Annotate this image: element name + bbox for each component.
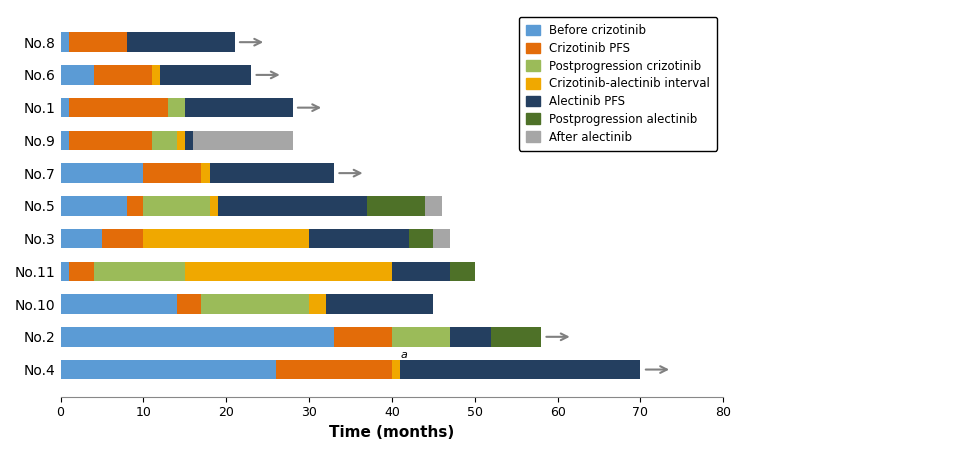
Bar [309, 294, 325, 314]
Bar [425, 196, 442, 216]
Bar [450, 327, 491, 347]
Bar [491, 327, 541, 347]
Bar [325, 294, 433, 314]
Bar [69, 262, 93, 281]
Bar [160, 65, 251, 85]
Bar [401, 360, 640, 379]
Bar [176, 294, 201, 314]
Bar [61, 196, 127, 216]
Bar [61, 32, 69, 52]
X-axis label: Time (months): Time (months) [329, 425, 455, 440]
Bar [61, 229, 102, 248]
Bar [450, 262, 475, 281]
Bar [152, 131, 176, 150]
Bar [143, 196, 210, 216]
Bar [152, 65, 160, 85]
Bar [210, 163, 334, 183]
Bar [69, 131, 152, 150]
Bar [61, 294, 176, 314]
Bar [176, 131, 185, 150]
Bar [61, 327, 334, 347]
Bar [69, 98, 169, 117]
Bar [367, 196, 425, 216]
Bar [194, 131, 293, 150]
Bar [61, 98, 69, 117]
Bar [185, 98, 293, 117]
Bar [210, 196, 218, 216]
Bar [143, 229, 309, 248]
Legend: Before crizotinib, Crizotinib PFS, Postprogression crizotinib, Crizotinib-alecti: Before crizotinib, Crizotinib PFS, Postp… [519, 17, 717, 151]
Bar [102, 229, 143, 248]
Bar [392, 262, 450, 281]
Bar [61, 163, 143, 183]
Bar [61, 262, 69, 281]
Bar [93, 65, 152, 85]
Bar [392, 327, 450, 347]
Bar [433, 229, 450, 248]
Bar [169, 98, 185, 117]
Text: a: a [401, 350, 408, 360]
Bar [185, 262, 392, 281]
Bar [127, 32, 235, 52]
Bar [201, 294, 309, 314]
Bar [201, 163, 210, 183]
Bar [392, 360, 401, 379]
Bar [276, 360, 392, 379]
Bar [127, 196, 143, 216]
Bar [69, 32, 127, 52]
Bar [218, 196, 367, 216]
Bar [61, 65, 93, 85]
Bar [93, 262, 185, 281]
Bar [408, 229, 433, 248]
Bar [309, 229, 408, 248]
Bar [61, 131, 69, 150]
Bar [61, 360, 276, 379]
Bar [185, 131, 194, 150]
Bar [143, 163, 201, 183]
Bar [334, 327, 392, 347]
